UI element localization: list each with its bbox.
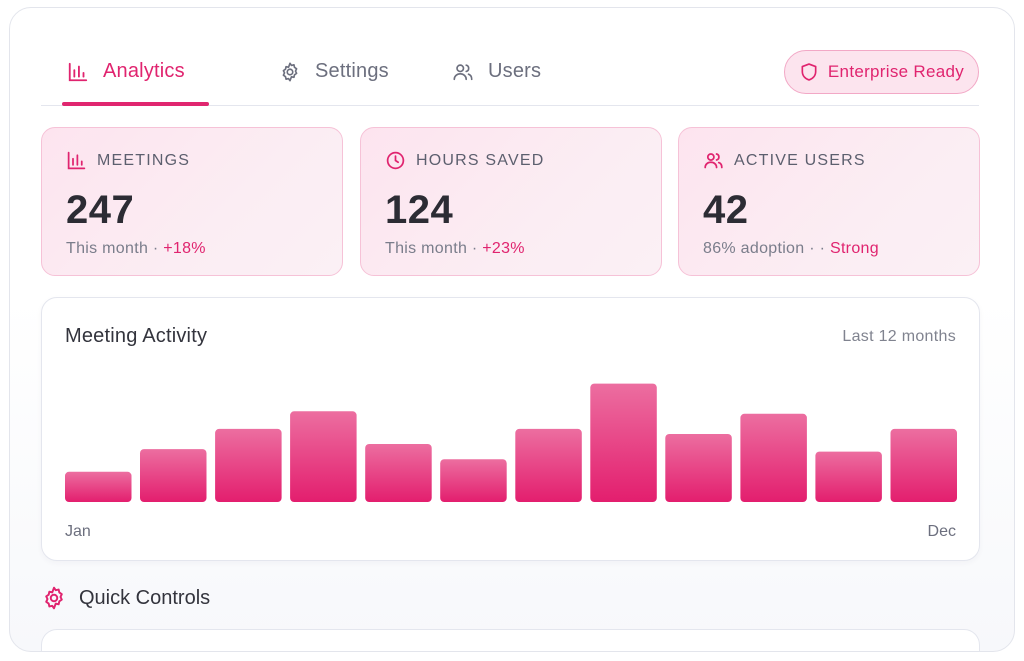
period-label: Last 12 months <box>842 328 956 345</box>
bar-dec <box>890 428 957 502</box>
bar-apr <box>290 411 357 502</box>
tab-analytics[interactable]: Analytics <box>62 58 209 106</box>
card-title: ACTIVE USERS <box>734 151 866 169</box>
bar-chart-icon <box>68 62 88 82</box>
gear-icon <box>45 586 63 610</box>
card-subtitle: This month · +18% <box>66 240 206 258</box>
card-sub-text: This month · <box>385 240 478 257</box>
card-trend: Strong <box>829 240 879 257</box>
quick-controls-label: Quick Controls <box>79 586 211 609</box>
shield-icon <box>801 63 817 81</box>
tab-settings[interactable]: Settings <box>279 58 389 106</box>
card-trend: +23% <box>482 240 525 257</box>
card-trend: +18% <box>163 240 206 257</box>
tab-label: Settings <box>315 60 389 82</box>
bar-aug <box>590 383 657 502</box>
card-header: ACTIVE USERS <box>703 150 866 171</box>
enterprise-badge: Enterprise Ready <box>784 50 979 94</box>
quick-controls-heading: Quick Controls <box>41 585 210 611</box>
card-value: 42 <box>703 188 749 232</box>
bar-feb <box>140 449 207 502</box>
card-header: HOURS SAVED <box>385 150 544 171</box>
gear-icon <box>282 62 298 82</box>
bar-chart-icon <box>67 151 86 170</box>
meeting-activity-chart <box>65 383 957 502</box>
clock-icon <box>386 151 405 170</box>
card-header: MEETINGS <box>66 150 190 171</box>
tab-label: Analytics <box>103 60 185 82</box>
users-icon <box>453 64 473 81</box>
x-axis-start-label: Jan <box>65 523 91 540</box>
card-sub-text: This month · <box>66 240 159 257</box>
bar-nov <box>815 451 882 502</box>
bar-jun <box>440 459 507 502</box>
quick-controls-panel <box>41 629 980 651</box>
card-subtitle: This month · +23% <box>385 240 525 258</box>
bar-mar <box>215 428 282 502</box>
stat-card-hours-saved: HOURS SAVED 124 This month · +23% <box>360 127 662 276</box>
card-sub-text: 86% adoption · · <box>703 240 826 257</box>
tab-label: Users <box>488 60 542 82</box>
bar-may <box>365 444 432 502</box>
card-title: MEETINGS <box>97 151 191 169</box>
bar-jan <box>65 471 132 502</box>
stat-card-meetings: MEETINGS 247 This month · +18% <box>41 127 343 276</box>
tab-bar: Analytics Settings Users Enterprise Read… <box>41 48 979 106</box>
bar-sep <box>665 434 732 502</box>
users-icon <box>704 153 723 169</box>
card-value: 124 <box>385 188 454 232</box>
card-title: HOURS SAVED <box>416 151 545 169</box>
card-subtitle: 86% adoption · · Strong <box>703 240 879 258</box>
bar-jul <box>515 428 582 502</box>
panel-title: Meeting Activity <box>65 325 208 347</box>
x-axis-end-label: Dec <box>927 523 956 540</box>
stat-card-active-users: ACTIVE USERS 42 86% adoption · · Strong <box>678 127 980 276</box>
tab-users[interactable]: Users <box>452 58 541 106</box>
app-window: Analytics Settings Users Enterprise Read… <box>9 7 1015 652</box>
badge-label: Enterprise Ready <box>827 62 965 81</box>
meeting-activity-panel: Meeting Activity Last 12 months Jan Dec <box>41 297 980 561</box>
bar-oct <box>740 413 807 502</box>
card-value: 247 <box>66 188 135 232</box>
